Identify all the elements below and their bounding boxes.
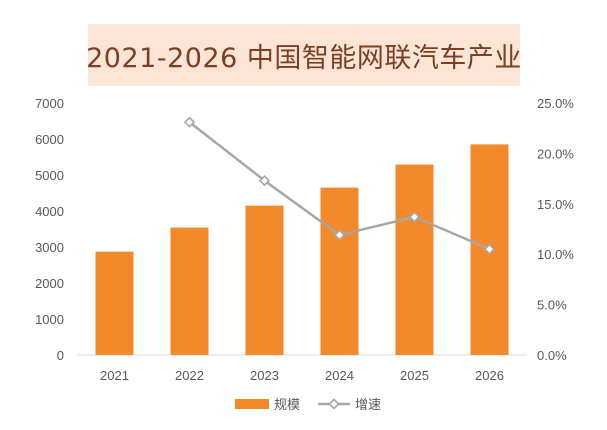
y-right-tick-label: 5.0% — [537, 298, 567, 313]
chart-title: 2021-2026 中国智能网联汽车产业 — [86, 42, 522, 74]
legend-swatch-scale — [235, 399, 269, 409]
x-tick-label: 2022 — [175, 368, 204, 383]
x-tick-label: 2024 — [325, 368, 354, 383]
y-right-tick-label: 0.0% — [537, 348, 567, 363]
bar-2022 — [170, 227, 209, 355]
bar-2024 — [320, 187, 359, 355]
y-left-tick-label: 2000 — [35, 276, 64, 291]
y-left-tick-label: 0 — [57, 348, 64, 363]
bar-2021 — [95, 251, 134, 355]
bar-2023 — [245, 205, 284, 355]
legend-label-growth: 增速 — [355, 397, 381, 412]
y-right-tick-label: 25.0% — [537, 96, 574, 111]
x-tick-label: 2025 — [400, 368, 429, 383]
y-left-tick-label: 7000 — [35, 96, 64, 111]
y-right-tick-label: 20.0% — [537, 146, 574, 161]
y-right-tick-label: 15.0% — [537, 197, 574, 212]
chart-title-box: 2021-2026 中国智能网联汽车产业 — [86, 24, 522, 86]
legend-marker-growth — [328, 398, 340, 410]
y-left-tick-label: 6000 — [35, 132, 64, 147]
x-tick-label: 2026 — [475, 368, 504, 383]
y-right-tick-label: 10.0% — [537, 247, 574, 262]
x-tick-label: 2021 — [100, 368, 129, 383]
legend-label-scale: 规模 — [274, 397, 300, 412]
x-tick-label: 2023 — [250, 368, 279, 383]
y-left-tick-label: 1000 — [35, 312, 64, 327]
y-left-tick-label: 4000 — [35, 204, 64, 219]
y-left-tick-label: 3000 — [35, 240, 64, 255]
growth-point — [333, 229, 346, 241]
growth-point — [408, 211, 421, 223]
bar-2025 — [395, 164, 434, 355]
growth-point — [258, 174, 271, 187]
growth-point — [183, 116, 196, 128]
y-left-tick-label: 5000 — [35, 168, 64, 183]
growth-point — [483, 243, 496, 255]
